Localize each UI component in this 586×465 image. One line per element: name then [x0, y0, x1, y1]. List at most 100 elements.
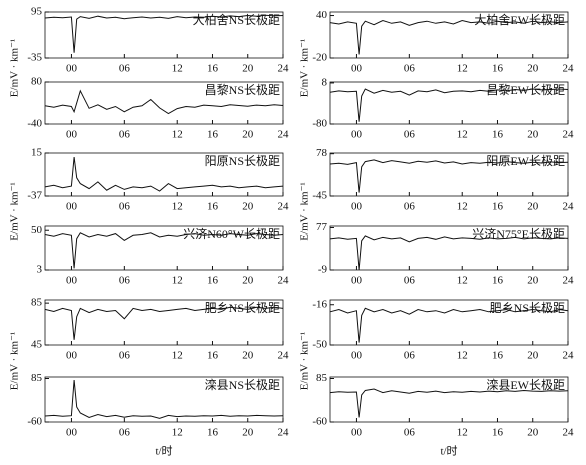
x-tick-label: 06	[404, 350, 416, 362]
x-tick-label: 12	[457, 427, 468, 439]
x-tick-label: 16	[207, 63, 219, 75]
y-axis-label: E/mV · km⁻¹	[299, 332, 311, 390]
x-tick-label: 16	[492, 63, 504, 75]
y-axis-label: E/mV · km⁻¹	[299, 39, 311, 97]
x-tick-label: 20	[527, 129, 539, 141]
y-tick-label: 85	[31, 297, 43, 309]
y-tick-label: 15	[31, 147, 43, 159]
x-tick-label: 12	[172, 427, 183, 439]
x-tick-label: 24	[278, 350, 290, 362]
x-tick-label: 00	[66, 427, 78, 439]
x-tick-label: 06	[404, 63, 416, 75]
x-tick-label: 12	[172, 350, 183, 362]
plot-frame	[329, 299, 569, 346]
x-tick-label: 20	[527, 201, 539, 213]
x-tick-label: 24	[563, 201, 575, 213]
panel-title: 兴济N60°W长极距	[183, 226, 280, 241]
panel-title: 肥乡NS长极距	[490, 301, 565, 315]
y-tick-label: 3	[37, 264, 43, 276]
x-tick-label: 16	[207, 427, 219, 439]
x-tick-label: 06	[404, 129, 416, 141]
data-line	[44, 306, 284, 340]
panel-title: 滦县NS长极距	[205, 377, 280, 392]
x-tick-label: 06	[119, 129, 131, 141]
data-line	[44, 89, 284, 115]
x-tick-label: 12	[457, 129, 468, 141]
x-tick-label: 16	[207, 350, 219, 362]
x-tick-label: 00	[351, 201, 363, 213]
plot-frame	[44, 376, 284, 423]
y-tick-label: -45	[312, 190, 327, 202]
y-axis-label: E/mV · km⁻¹	[9, 182, 21, 240]
x-tick-label: 00	[66, 63, 78, 75]
data-line	[44, 232, 284, 269]
plot-frame	[329, 225, 569, 271]
x-tick-label: 12	[457, 63, 468, 75]
x-tick-label: 20	[242, 63, 254, 75]
y-tick-label: -16	[312, 298, 327, 310]
x-tick-label: 20	[527, 427, 539, 439]
x-tick-label: 12	[172, 63, 183, 75]
y-tick-label: -80	[312, 118, 327, 130]
x-tick-label: 16	[207, 275, 219, 287]
panel-title: 兴济N75°E长极距	[472, 226, 565, 241]
y-tick-label: -50	[312, 339, 327, 351]
panel-title: 阳原NS长极距	[205, 154, 280, 168]
plot-frame	[44, 152, 284, 197]
x-tick-label: 06	[119, 201, 131, 213]
x-tick-label: 24	[563, 350, 575, 362]
x-tick-label: 00	[66, 350, 78, 362]
y-tick-label: 77	[316, 221, 328, 233]
data-line	[44, 157, 284, 192]
x-tick-label: 24	[278, 63, 290, 75]
plot-frame	[44, 225, 284, 271]
x-tick-label: 16	[492, 350, 504, 362]
y-axis-label: E/mV · km⁻¹	[9, 39, 21, 97]
x-tick-label: 20	[242, 129, 254, 141]
y-tick-label: 50	[31, 224, 43, 236]
x-tick-label: 12	[172, 201, 183, 213]
x-tick-label: 00	[66, 275, 78, 287]
y-tick-label: 8	[322, 76, 328, 88]
y-axis-label: E/mV · km⁻¹	[299, 182, 311, 240]
x-tick-label: 00	[351, 350, 363, 362]
x-tick-label: 16	[207, 129, 219, 141]
y-tick-label: 45	[31, 339, 43, 351]
x-tick-label: 16	[492, 201, 504, 213]
x-tick-label: 00	[351, 129, 363, 141]
x-tick-label: 12	[457, 201, 468, 213]
x-tick-label: 00	[351, 275, 363, 287]
x-tick-label: 24	[563, 275, 575, 287]
panel-title: 昌黎NS长极距	[205, 83, 280, 97]
plot-frame	[329, 152, 569, 197]
x-tick-label: 20	[527, 63, 539, 75]
x-axis-label: t/时	[440, 445, 457, 458]
x-tick-label: 06	[119, 63, 131, 75]
y-axis-label: E/mV · km⁻¹	[9, 332, 21, 390]
x-tick-label: 16	[492, 129, 504, 141]
x-tick-label: 20	[242, 427, 254, 439]
x-tick-label: 24	[563, 63, 575, 75]
x-tick-label: 12	[172, 275, 183, 287]
x-tick-label: 20	[242, 275, 254, 287]
x-tick-label: 06	[119, 275, 131, 287]
x-tick-label: 24	[278, 201, 290, 213]
data-line	[329, 19, 569, 55]
x-tick-label: 00	[351, 427, 363, 439]
panel-title: 大柏舍NS长极距	[193, 12, 280, 27]
x-tick-label: 24	[563, 427, 575, 439]
x-tick-label: 16	[492, 427, 504, 439]
data-line	[44, 14, 284, 53]
plot-frame	[44, 81, 284, 125]
x-tick-label: 20	[242, 201, 254, 213]
x-tick-label: 06	[404, 427, 416, 439]
x-tick-label: 20	[527, 350, 539, 362]
data-line	[44, 379, 284, 419]
panel-title: 阳原EW长极距	[486, 154, 565, 168]
panel-title: 大柏舍EW长极距	[474, 12, 565, 27]
y-tick-label: -35	[27, 52, 42, 64]
data-line	[329, 388, 569, 418]
plot-frame	[44, 11, 284, 59]
plot-frame	[44, 299, 284, 346]
